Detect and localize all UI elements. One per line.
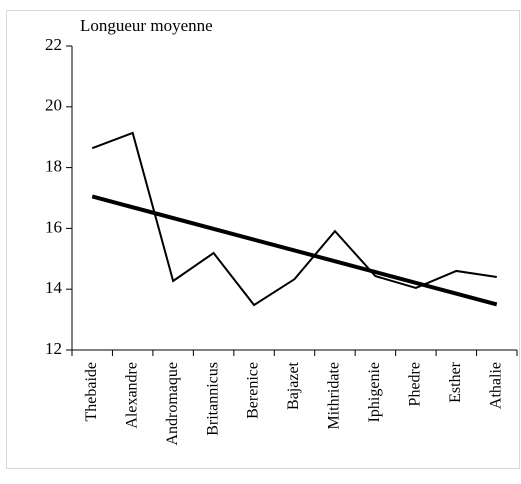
y-tick-label: 14 [45, 278, 63, 297]
chart-frame [6, 10, 520, 469]
x-tick-label: Berenice [245, 362, 262, 419]
trend-line [91, 194, 498, 307]
y-tick-label: 18 [45, 157, 62, 176]
x-tick-label: Thebaide [83, 362, 100, 422]
x-tick-label: Phedre [407, 362, 424, 406]
x-tick-label: Mithridate [326, 362, 343, 430]
y-tick-label: 16 [45, 217, 62, 236]
chart-title: Longueur moyenne [80, 16, 213, 35]
x-tick-label: Andromaque [164, 362, 181, 446]
x-tick-label: Esther [447, 361, 464, 403]
y-tick-label: 22 [45, 35, 62, 54]
x-tick-label: Iphigenie [366, 362, 383, 422]
x-tick-label: Britannicus [204, 362, 221, 436]
x-tick-label: Alexandre [123, 362, 140, 429]
y-tick-label: 12 [45, 339, 62, 358]
y-tick-label: 20 [45, 96, 62, 115]
data-line [91, 131, 497, 307]
x-tick-label: Athalie [487, 362, 504, 409]
x-tick-label: Bajazet [285, 361, 302, 410]
